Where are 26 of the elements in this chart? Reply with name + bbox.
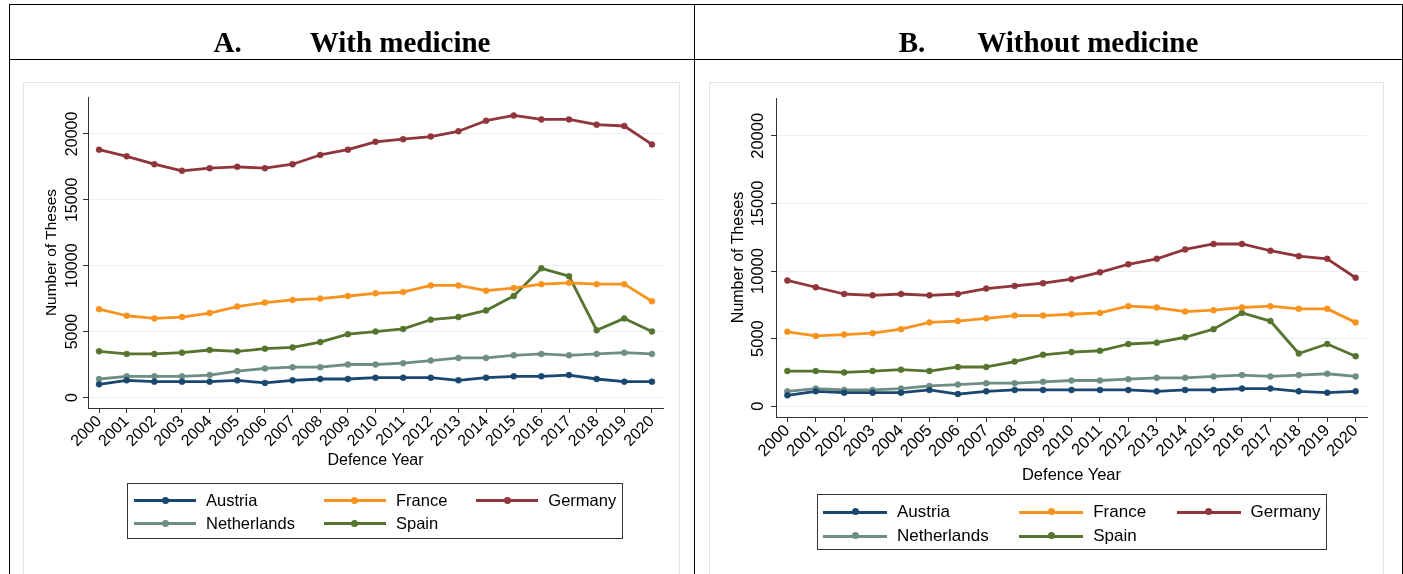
chart-title: A. With medicine [213, 25, 491, 58]
legend-label: France [1093, 502, 1147, 522]
legend-label: Netherlands [897, 526, 989, 546]
y-tick-label: 15000 [63, 177, 81, 223]
y-axis-title: Number of Theses [41, 188, 59, 317]
y-tick-label: 10000 [747, 248, 766, 294]
legend-label: Germany [1250, 502, 1321, 522]
legend-label: Netherlands [206, 514, 295, 534]
legend-label: Austria [206, 491, 258, 511]
y-axis-title: Number of Theses [729, 191, 747, 324]
legend-label: Spain [1093, 526, 1137, 546]
legend-label: Germany [548, 491, 617, 511]
y-tick-label: 0 [747, 401, 766, 411]
y-tick-label: 20000 [63, 111, 81, 157]
y-tick-label: 5000 [63, 313, 81, 350]
legend-label: France [395, 491, 448, 511]
y-tick-label: 0 [63, 392, 81, 402]
x-axis-title: Defence Year [1021, 464, 1122, 483]
y-tick-label: 10000 [63, 243, 81, 288]
y-tick-label: 15000 [747, 180, 766, 227]
y-tick-label: 5000 [747, 320, 766, 357]
y-tick-label: 20000 [747, 112, 766, 159]
legend-label: Spain [395, 514, 439, 534]
chart-title: B. Without medicine [898, 25, 1199, 58]
x-axis-title: Defence Year [327, 450, 425, 468]
legend-label: Austria [897, 502, 950, 522]
